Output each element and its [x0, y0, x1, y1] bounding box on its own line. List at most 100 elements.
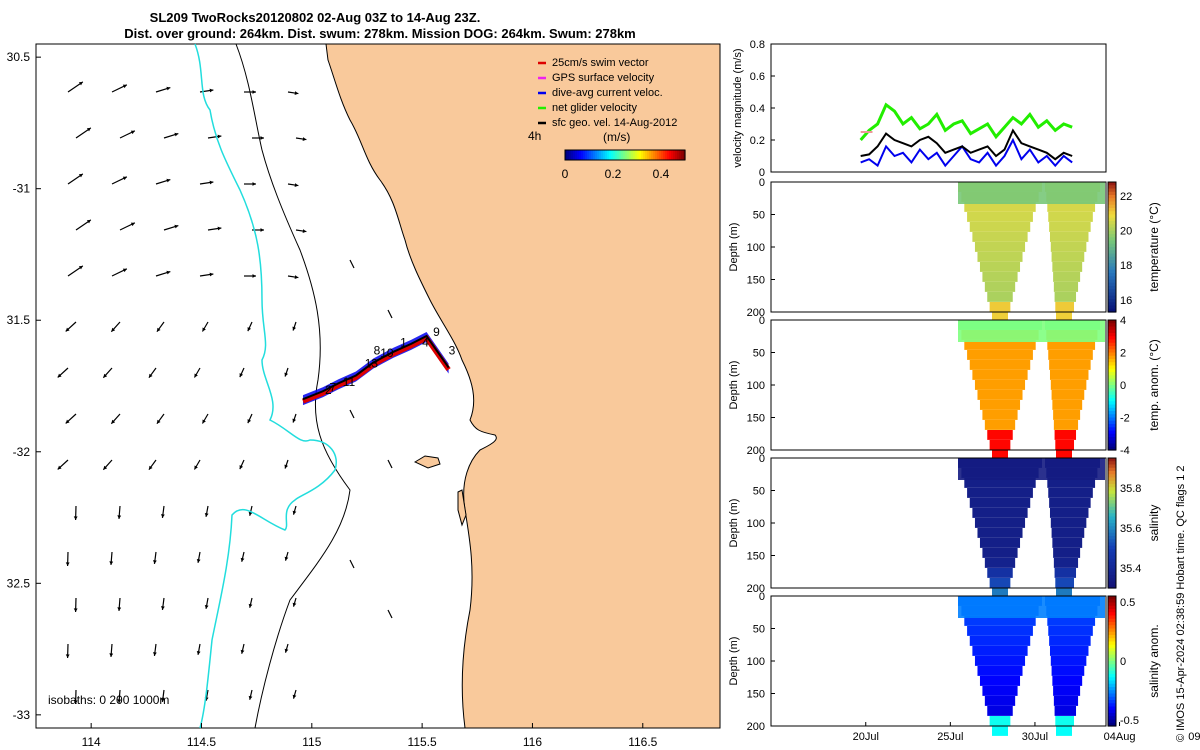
day-label: 10	[380, 346, 394, 360]
section-colorbar-swatch	[1108, 664, 1116, 669]
current-arrow	[284, 459, 289, 469]
section-cell	[989, 716, 1011, 726]
section-cell	[1050, 242, 1087, 252]
current-arrow	[287, 275, 299, 279]
section-colorbar-swatch	[1108, 500, 1116, 505]
section-colorbar-tick: 2	[1120, 348, 1126, 360]
section-cell	[977, 666, 1023, 676]
surface-band	[958, 320, 1105, 342]
section-colorbar-swatch	[1108, 269, 1116, 274]
isobath-200m	[194, 43, 337, 729]
current-arrow	[155, 86, 171, 93]
colorbar-prefix: 4h	[528, 129, 541, 143]
velocity-series-line	[860, 137, 1073, 168]
legend-entry: net glider velocity	[538, 102, 637, 114]
colorbar-swatch	[661, 150, 664, 160]
colorbar-swatch	[567, 150, 570, 160]
section-colorbar-swatch	[1108, 243, 1116, 248]
section-cell	[992, 726, 1008, 736]
current-arrow	[284, 643, 289, 653]
salinity-section-panel: 0 50 100 150 200 Depth (m) 35.8 35.6 35.4 salinit…	[728, 453, 1161, 598]
section-cell	[1053, 282, 1079, 292]
map-ytick: -33	[13, 708, 31, 722]
time-xtick: 09Aug	[1188, 731, 1200, 743]
section-colorbar-swatch	[1108, 433, 1116, 438]
section-colorbar-swatch	[1108, 558, 1116, 563]
current-arrow	[201, 321, 209, 332]
section-colorbar-swatch	[1108, 247, 1116, 251]
depth-tick: 50	[753, 348, 765, 360]
colorbar-swatch	[639, 150, 642, 160]
colorbar-swatch	[609, 150, 612, 160]
section-cell	[967, 350, 1033, 360]
section-colorbar-swatch	[1108, 529, 1116, 534]
colorbar-tick: 0.2	[605, 167, 622, 181]
day-label: 8	[374, 343, 381, 357]
section-colorbar-swatch	[1108, 308, 1116, 313]
section-cell	[1055, 716, 1075, 726]
current-arrow	[193, 367, 201, 378]
section-colorbar-swatch	[1108, 253, 1116, 258]
section-colorbar-swatch	[1108, 336, 1116, 341]
section-cell	[979, 400, 1021, 410]
section-colorbar-swatch	[1108, 618, 1116, 623]
section-colorbar-label: salinity	[1147, 505, 1161, 542]
legend-label: dive-avg current veloc.	[552, 87, 663, 99]
time-xtick: 30Jul	[1022, 731, 1048, 743]
section-colorbar-swatch	[1108, 279, 1116, 284]
velocity-ytick: 0.6	[750, 71, 765, 83]
section-cell	[964, 478, 1036, 488]
section-colorbar-swatch	[1108, 609, 1116, 613]
section-cell	[1052, 676, 1083, 686]
temperature-anomaly-section-panel: 0 50 100 150 200 Depth (m) 4 2 0 -2 -4 temp. anom. …	[728, 315, 1161, 460]
section-cell	[987, 292, 1013, 302]
temperature-section-panel: 0 50 100 150 200 Depth (m) 22 20 18 16 temperature…	[728, 177, 1161, 322]
section-colorbar-swatch	[1108, 506, 1116, 511]
legend-entry: 25cm/s swim vector	[538, 57, 649, 69]
current-arrow	[111, 84, 128, 93]
current-arrow	[148, 459, 157, 471]
section-cell	[1049, 370, 1089, 380]
colorbar-swatch	[655, 150, 658, 160]
section-colorbar-swatch	[1108, 687, 1116, 691]
colorbar-swatch	[595, 150, 598, 160]
section-colorbar-swatch	[1108, 552, 1116, 557]
section-cell	[1054, 292, 1077, 302]
surface-band	[958, 182, 1105, 204]
current-arrow	[201, 413, 209, 424]
section-cell	[1055, 302, 1075, 312]
current-arrow	[109, 643, 114, 658]
section-cell	[972, 646, 1028, 656]
section-colorbar-swatch	[1108, 696, 1116, 701]
section-colorbar-swatch	[1108, 349, 1116, 354]
section-colorbar-swatch	[1108, 480, 1116, 485]
colorbar-swatch	[635, 150, 638, 160]
section-colorbar-swatch	[1108, 568, 1116, 573]
current-arrow	[117, 505, 122, 520]
section-cell	[1054, 706, 1077, 716]
colorbar-swatch	[591, 150, 594, 160]
section-colorbar-swatch	[1108, 365, 1116, 370]
current-arrow	[387, 459, 393, 469]
colorbar-swatch	[677, 150, 680, 160]
section-cell	[984, 696, 1016, 706]
current-arrow	[156, 321, 165, 333]
section-colorbar-swatch	[1108, 477, 1116, 482]
colorbar-swatch	[583, 150, 586, 160]
depth-tick: 100	[747, 656, 765, 668]
day-label: 3	[449, 343, 456, 357]
current-arrow	[287, 183, 299, 187]
colorbar-swatch	[569, 150, 572, 160]
depth-tick: 100	[747, 242, 765, 254]
section-colorbar-swatch	[1108, 329, 1116, 334]
section-cell	[1050, 656, 1087, 666]
section-cell	[969, 498, 1031, 508]
section-colorbar-swatch	[1108, 359, 1116, 363]
colorbar-swatch	[633, 150, 636, 160]
land-mass	[325, 43, 721, 729]
current-arrow	[240, 551, 245, 562]
section-colorbar-tick: 0	[1120, 380, 1126, 392]
colorbar-swatch	[669, 150, 672, 160]
section-colorbar-swatch	[1108, 612, 1116, 617]
section-colorbar-swatch	[1108, 224, 1116, 229]
